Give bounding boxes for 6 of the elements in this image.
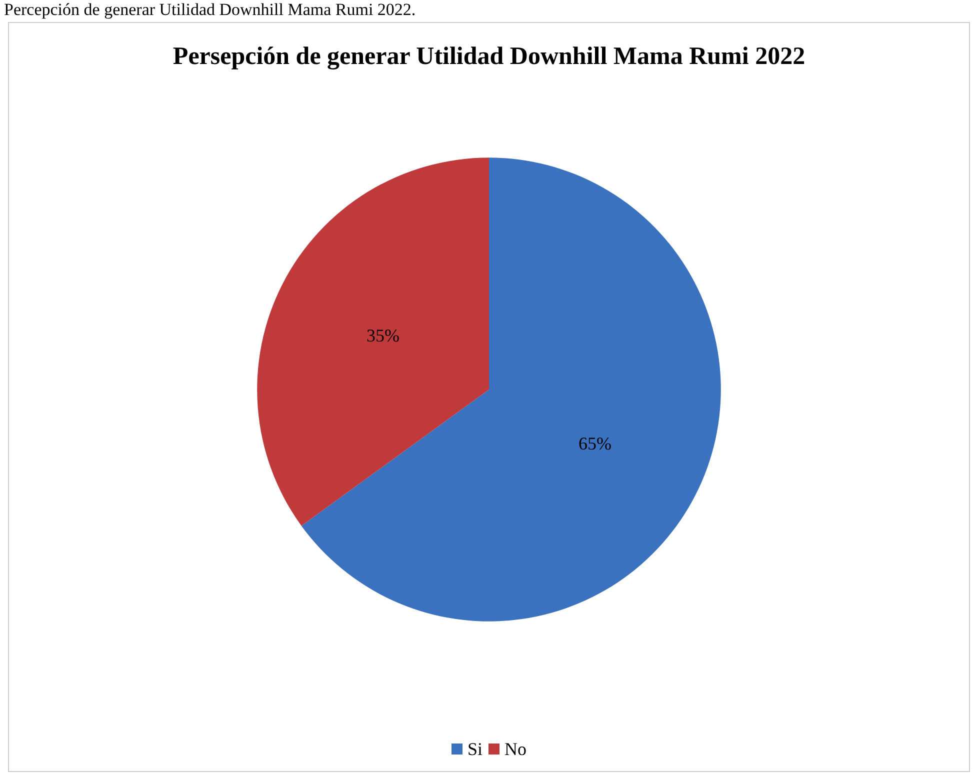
legend-label: No: [504, 739, 527, 759]
chart-title: Persepción de generar Utilidad Downhill Mama Rumi 2022: [172, 43, 806, 70]
data-label: 65%: [578, 434, 612, 454]
legend-label: Si: [467, 739, 483, 759]
text: Percepción de generar Utilidad Downhill Mama Rumi 2022.: [4, 0, 416, 20]
data-label: 35%: [366, 326, 400, 346]
